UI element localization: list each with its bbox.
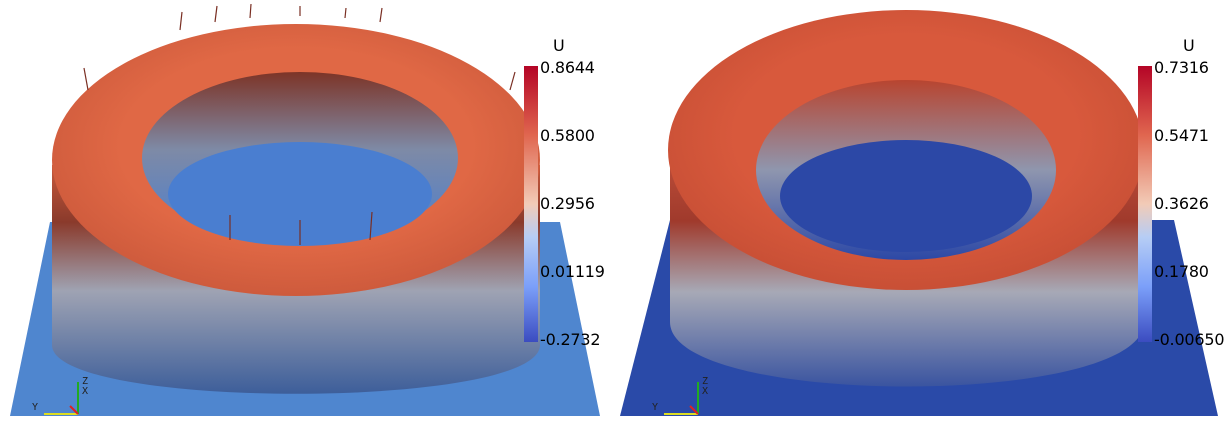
left-colorbar-label-min: -0.2732 [540,330,601,349]
right-axis-z-label: Z [702,376,709,387]
left-colorbar [524,66,538,342]
right-annulus-render [620,10,1218,416]
right-colorbar [1138,66,1152,342]
right-colorbar-title: U [1183,36,1195,55]
inner-floor [780,140,1032,252]
left-annulus-render [10,3,600,416]
left-colorbar-title: U [553,36,565,55]
right-colorbar-label-2: 0.5471 [1154,126,1209,145]
left-colorbar-label-3: 0.2956 [540,194,595,213]
rim-spikes [83,3,516,245]
left-colorbar-label-4: 0.01119 [540,262,605,281]
right-axis-y-label: Y [652,402,659,413]
right-axis-x-label: X [702,386,709,397]
left-axis-x-label: X [82,386,89,397]
axes-triad-icon [664,382,699,415]
right-colorbar-label-max: 0.7316 [1154,58,1209,77]
right-orientation-axes: Z X Y [650,376,710,416]
left-render-panel: U 0.8644 0.5800 0.2956 0.01119 -0.2732 Z… [10,3,605,416]
axes-triad-icon [44,382,79,415]
right-colorbar-label-4: 0.1780 [1154,262,1209,281]
left-orientation-axes: Z X Y [30,376,90,416]
left-axis-z-label: Z [82,376,89,387]
right-colorbar-label-3: 0.3626 [1154,194,1209,213]
left-colorbar-label-2: 0.5800 [540,126,595,145]
inner-floor [168,142,432,246]
left-axis-y-label: Y [32,402,39,413]
right-colorbar-label-min: -0.00650 [1154,330,1225,349]
right-render-panel: U 0.7316 0.5471 0.3626 0.1780 -0.00650 Z… [614,0,1228,424]
left-colorbar-label-max: 0.8644 [540,58,595,77]
